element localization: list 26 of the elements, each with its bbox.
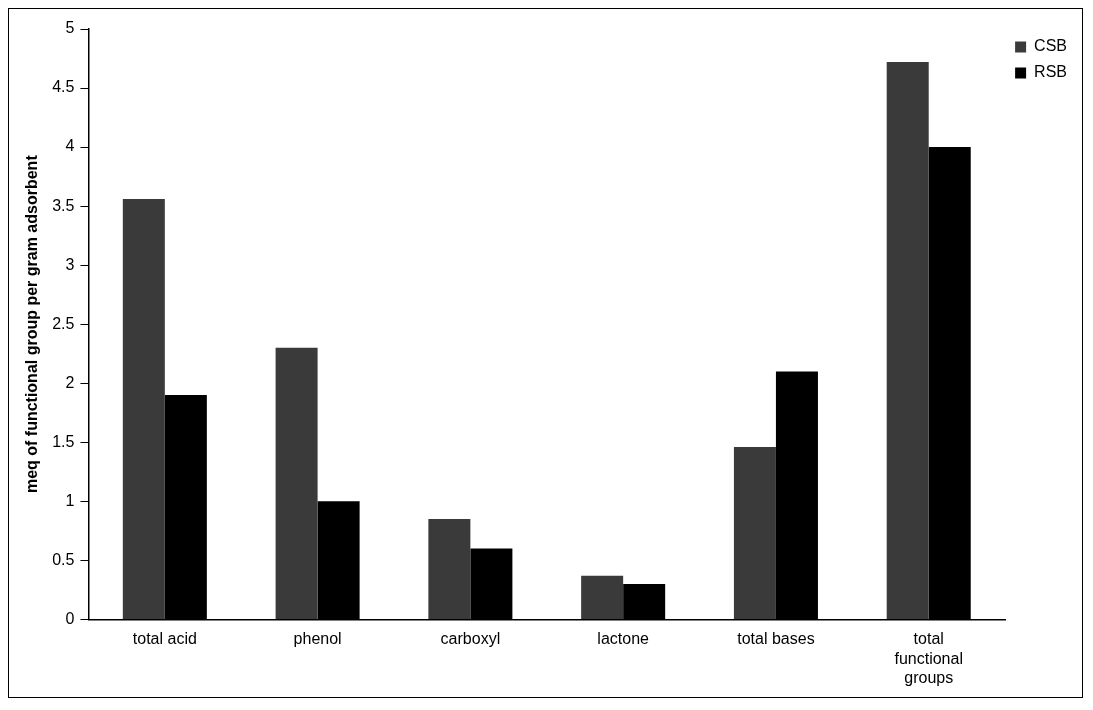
y-tick-label: 1.5 — [52, 432, 75, 450]
x-tick-label: total functional groups — [894, 630, 963, 686]
y-tick-label: 3 — [65, 255, 75, 273]
y-tick-label: 0 — [65, 609, 75, 627]
legend-label: RSB — [1034, 63, 1068, 81]
x-tick-label: total acid — [132, 630, 197, 648]
legend-label: CSB — [1034, 37, 1068, 55]
y-tick-label: 4 — [65, 137, 75, 155]
y-tick-label: 1 — [65, 491, 75, 509]
x-tick-label: phenol — [293, 630, 342, 648]
x-tick-label: carboxyl — [440, 630, 501, 648]
bar — [733, 447, 776, 619]
y-tick-label: 0.5 — [52, 550, 75, 568]
bar — [275, 347, 318, 619]
bar — [428, 519, 471, 619]
y-tick-label: 2 — [65, 373, 75, 391]
bar — [886, 62, 929, 619]
x-tick-label: total bases — [737, 630, 815, 648]
y-tick-label: 4.5 — [52, 78, 75, 96]
x-tick-label: lactone — [597, 630, 650, 648]
y-tick-label: 2.5 — [52, 314, 75, 332]
bar — [581, 575, 624, 619]
y-tick-label: 3.5 — [52, 196, 75, 214]
y-axis-title: meq of functional group per gram adsorbent — [23, 154, 41, 494]
y-tick-label: 5 — [65, 19, 75, 37]
bar — [122, 199, 165, 619]
